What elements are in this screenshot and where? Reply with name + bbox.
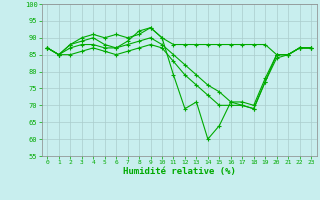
X-axis label: Humidité relative (%): Humidité relative (%) — [123, 167, 236, 176]
